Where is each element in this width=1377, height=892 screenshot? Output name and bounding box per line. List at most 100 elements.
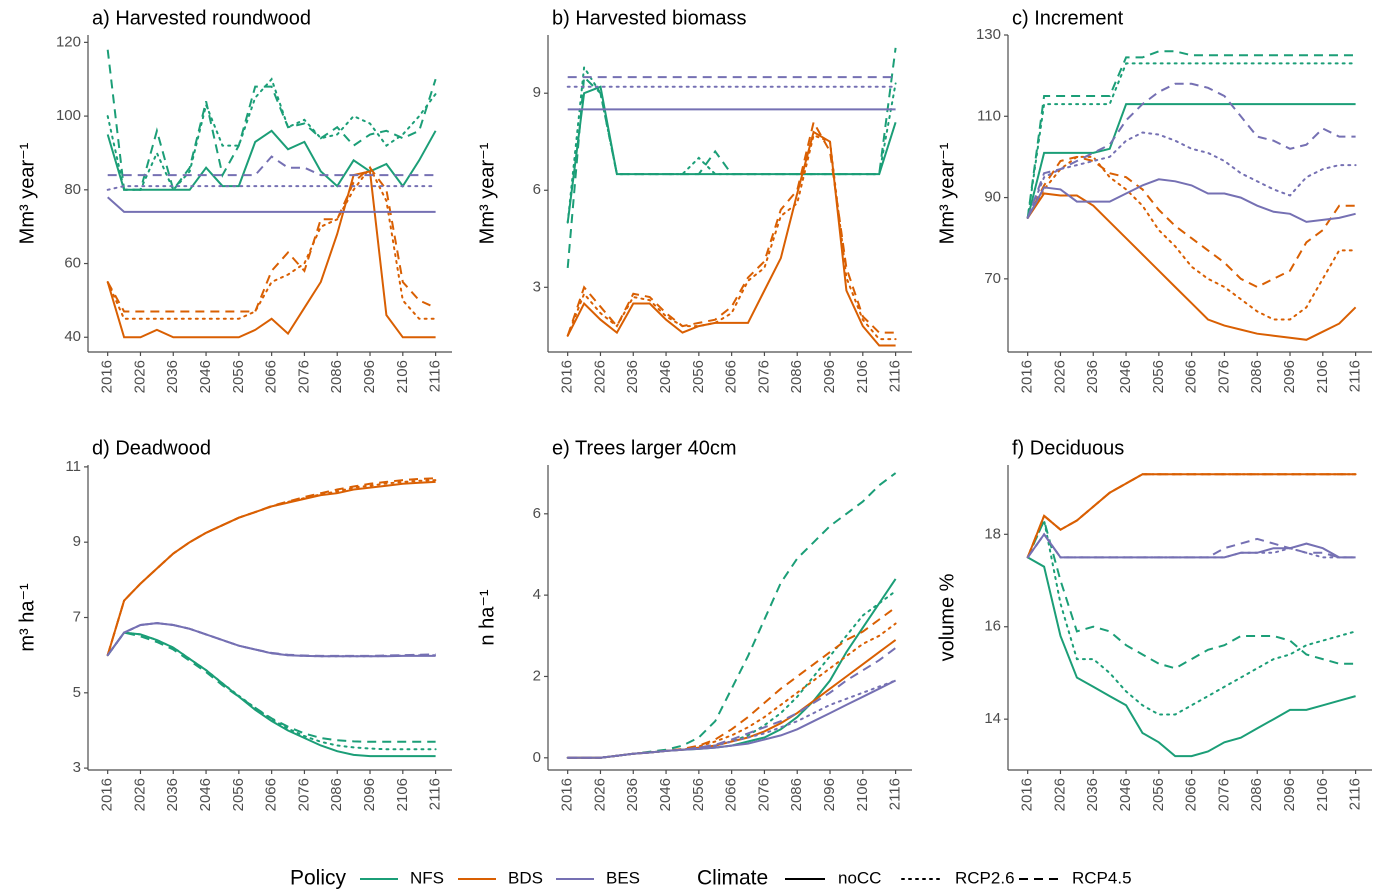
y-tick-label: 18 bbox=[984, 525, 1001, 542]
y-tick-label: 0 bbox=[533, 749, 541, 766]
x-tick-label: 2116 bbox=[1347, 778, 1364, 810]
series-line bbox=[567, 578, 897, 759]
x-tick-label: 2106 bbox=[1314, 778, 1331, 811]
x-tick-label: 2096 bbox=[821, 360, 838, 393]
series-line bbox=[106, 77, 437, 192]
x-tick-label: 2116 bbox=[427, 778, 444, 810]
x-tick-label: 2086 bbox=[328, 778, 345, 811]
series-line bbox=[567, 606, 897, 759]
x-tick-label: 2016 bbox=[559, 360, 576, 393]
series-line bbox=[566, 85, 897, 223]
x-tick-label: 2116 bbox=[887, 778, 904, 810]
y-axis-label: m³ ha⁻¹ bbox=[16, 583, 38, 652]
y-tick-label: 7 bbox=[73, 608, 81, 625]
x-tick-label: 2106 bbox=[1314, 360, 1331, 393]
x-tick-label: 2016 bbox=[99, 778, 116, 811]
x-tick-label: 2086 bbox=[328, 360, 345, 393]
x-tick-label: 2066 bbox=[263, 360, 280, 393]
x-tick-label: 2036 bbox=[624, 778, 641, 811]
series-line bbox=[567, 647, 897, 759]
x-tick-label: 2016 bbox=[1019, 360, 1036, 393]
series-line bbox=[1026, 532, 1356, 559]
x-tick-label: 2046 bbox=[657, 360, 674, 393]
panel-title: e) Trees larger 40cm bbox=[552, 437, 737, 459]
panel-title: d) Deadwood bbox=[92, 437, 211, 459]
series-line bbox=[566, 622, 897, 759]
series-line bbox=[106, 622, 436, 657]
series-line bbox=[1026, 178, 1356, 223]
y-tick-label: 2 bbox=[533, 667, 541, 684]
x-tick-label: 2096 bbox=[821, 778, 838, 811]
series-line bbox=[1026, 473, 1356, 558]
x-tick-label: 2036 bbox=[624, 360, 641, 393]
series-line bbox=[566, 47, 897, 268]
x-tick-label: 2116 bbox=[887, 360, 904, 392]
x-tick-label: 2056 bbox=[1150, 360, 1167, 393]
series-line bbox=[566, 64, 897, 224]
y-tick-label: 70 bbox=[984, 270, 1001, 287]
series-line bbox=[1026, 50, 1356, 219]
series-line bbox=[1026, 473, 1356, 558]
y-tick-label: 3 bbox=[533, 278, 541, 295]
series-line bbox=[567, 679, 897, 759]
series-line bbox=[1026, 155, 1356, 289]
legend-title: Policy bbox=[290, 867, 347, 890]
panel-title: b) Harvested biomass bbox=[552, 7, 747, 29]
x-tick-label: 2096 bbox=[1281, 360, 1298, 393]
x-tick-label: 2056 bbox=[690, 778, 707, 811]
series-line bbox=[1026, 155, 1357, 321]
series-line bbox=[566, 590, 897, 759]
y-tick-label: 6 bbox=[533, 505, 541, 522]
x-tick-label: 2086 bbox=[788, 778, 805, 811]
legend-title: Climate bbox=[697, 867, 768, 890]
x-tick-label: 2036 bbox=[164, 360, 181, 393]
legend-label: RCP2.6 bbox=[955, 868, 1015, 887]
x-tick-label: 2036 bbox=[1084, 360, 1101, 393]
series-line bbox=[106, 477, 436, 656]
series-line bbox=[107, 155, 436, 177]
y-tick-label: 40 bbox=[64, 328, 81, 345]
series-line bbox=[1026, 192, 1357, 341]
series-line bbox=[566, 119, 896, 337]
x-tick-label: 2076 bbox=[755, 360, 772, 393]
x-tick-label: 2066 bbox=[723, 778, 740, 811]
y-tick-label: 60 bbox=[64, 255, 81, 272]
y-tick-label: 11 bbox=[65, 458, 81, 475]
x-tick-label: 2056 bbox=[230, 778, 247, 811]
legend-label: BES bbox=[606, 868, 640, 887]
panel-title: c) Increment bbox=[1012, 7, 1124, 29]
series-line bbox=[566, 130, 896, 347]
x-tick-label: 2046 bbox=[197, 360, 214, 393]
x-tick-label: 2026 bbox=[131, 360, 148, 393]
y-axis-label: n ha⁻¹ bbox=[476, 589, 498, 645]
series-line bbox=[1026, 532, 1357, 559]
x-tick-label: 2066 bbox=[263, 778, 280, 811]
y-tick-label: 3 bbox=[73, 759, 81, 776]
x-tick-label: 2096 bbox=[1281, 778, 1298, 811]
y-tick-label: 16 bbox=[984, 618, 1001, 635]
x-tick-label: 2106 bbox=[854, 360, 871, 393]
series-line bbox=[1026, 103, 1356, 219]
x-tick-label: 2046 bbox=[1117, 778, 1134, 811]
x-tick-label: 2086 bbox=[788, 360, 805, 393]
y-tick-label: 90 bbox=[984, 189, 1001, 206]
x-tick-label: 2016 bbox=[99, 360, 116, 393]
y-axis-label: Mm³ year⁻¹ bbox=[936, 142, 958, 244]
series-line bbox=[106, 129, 437, 191]
series-line bbox=[107, 196, 436, 213]
y-tick-label: 130 bbox=[976, 26, 1001, 43]
series-line bbox=[1026, 517, 1356, 670]
y-tick-label: 110 bbox=[977, 107, 1001, 124]
x-tick-label: 2116 bbox=[427, 360, 444, 392]
x-tick-label: 2056 bbox=[690, 360, 707, 393]
legend-label: NFS bbox=[410, 868, 444, 887]
x-tick-label: 2076 bbox=[295, 360, 312, 393]
x-tick-label: 2086 bbox=[1248, 360, 1265, 393]
x-tick-label: 2116 bbox=[1347, 360, 1364, 392]
series-line bbox=[1026, 517, 1357, 716]
y-tick-label: 5 bbox=[73, 684, 81, 701]
y-tick-label: 80 bbox=[64, 181, 81, 198]
y-tick-label: 14 bbox=[984, 710, 1001, 727]
x-tick-label: 2106 bbox=[394, 778, 411, 811]
